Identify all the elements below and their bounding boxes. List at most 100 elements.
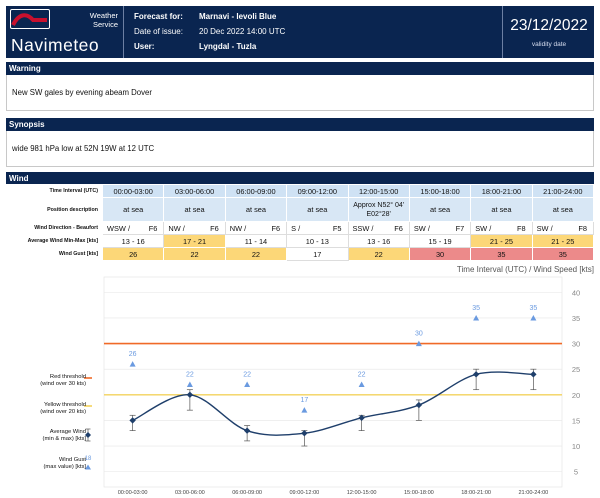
header-bar: Weather Service Navimeteo Forecast for: M… [6, 6, 594, 58]
validity-date: 23/12/2022 [510, 17, 588, 34]
wind-row-label-interval: Time Interval (UTC) [6, 184, 103, 198]
gust-label: 30 [415, 331, 423, 338]
legend-gust-triangle [85, 464, 91, 470]
logo-mark-icon [10, 9, 50, 29]
chart-title: Time Interval (UTC) / Wind Speed [kts] [457, 265, 594, 274]
validity-label: validity date [531, 41, 567, 48]
gust-point [358, 381, 365, 388]
x-tick-label: 06:00-09:00 [232, 490, 262, 496]
wind-cell-position: at sea [224, 197, 288, 222]
wind-cell-gust: 35 [470, 247, 533, 261]
x-tick-label: 21:00-24:00 [518, 490, 548, 496]
validity-block: 23/12/2022 validity date [502, 6, 594, 58]
wind-cell-gust: 26 [101, 247, 165, 261]
wind-row-label-avg: Average Wind Min-Max [kts] [6, 234, 103, 248]
wind-cell-interval: 06:00-09:00 [224, 184, 288, 198]
gust-point [530, 314, 537, 321]
gust-label: 35 [472, 305, 480, 312]
issue-label: Date of issue: [134, 27, 183, 36]
wind-cell-position: at sea [408, 197, 472, 222]
wind-row-label-gust: Wind Gust [kts] [6, 247, 103, 261]
y-tick-label: 30 [572, 340, 580, 349]
y-tick-label: 20 [572, 391, 580, 400]
wind-cell-interval: 09:00-12:00 [286, 184, 349, 198]
wind-cell-avg: 10 - 13 [286, 234, 349, 248]
wind-cell-avg: 11 - 14 [224, 234, 288, 248]
wind-cell-interval: 18:00-21:00 [470, 184, 533, 198]
wind-cell-gust: 22 [347, 247, 410, 261]
avg-wind-point [358, 414, 365, 422]
wind-cell-interval: 12:00-15:00 [347, 184, 410, 198]
plot-area [103, 276, 563, 488]
avg-wind-point [472, 371, 480, 378]
user-label: User: [134, 42, 155, 51]
wind-cell-direction: SW / F7 [408, 221, 472, 235]
wind-cell-gust: 35 [531, 247, 595, 261]
avg-wind-point [415, 401, 423, 409]
logo: Weather Service Navimeteo [6, 6, 124, 58]
forecast-info: Forecast for: Marnavi - Ievoli Blue Date … [124, 6, 502, 58]
avg-wind-point [301, 430, 308, 437]
synopsis-title: Synopsis [6, 118, 594, 131]
y-tick-label: 10 [572, 442, 580, 451]
gust-point [186, 381, 193, 388]
gust-point [301, 407, 308, 413]
y-tick-label: 15 [572, 416, 580, 425]
wind-cell-gust: 22 [163, 247, 226, 261]
avg-wind-point [243, 427, 251, 434]
forecast-for-label: Forecast for: [134, 12, 183, 21]
x-tick-label: 09:00-12:00 [289, 490, 319, 496]
gust-label: 22 [243, 372, 251, 379]
wind-cell-direction: WSW / F6 [101, 221, 165, 235]
wind-table: Time Interval (UTC) 00:00-03:00 03:00-06:0… [6, 184, 595, 261]
issue-value: 20 Dec 2022 14:00 UTC [199, 27, 286, 36]
avg-wind-point [530, 371, 537, 378]
legend-avg-label: Average Wind (min & max) [kts] [42, 429, 86, 442]
gust-label: 22 [186, 372, 194, 379]
avg-wind-point [186, 391, 194, 399]
wind-row-gust: Wind Gust [kts] 26 22 22 17 22 30 35 35 [6, 247, 595, 261]
logo-service-text: Weather Service [89, 11, 118, 29]
wind-cell-position: at sea [163, 197, 226, 222]
user-value: Lyngdal - Tuzla [199, 42, 257, 51]
gust-point [129, 361, 136, 367]
avg-wind-point [129, 417, 136, 424]
y-tick-label: 25 [572, 365, 580, 374]
wind-title: Wind [6, 172, 594, 185]
synopsis-text: wide 981 hPa low at 52N 19W at 12 UTC [6, 131, 594, 167]
wind-row-interval: Time Interval (UTC) 00:00-03:00 03:00-06:0… [6, 184, 595, 198]
y-tick-label: 35 [572, 314, 580, 323]
wind-cell-gust: 30 [408, 247, 472, 261]
wind-cell-gust: 17 [286, 247, 349, 261]
gust-point [244, 381, 251, 388]
wind-cell-avg: 13 - 16 [101, 234, 165, 248]
x-tick-label: 12:00-15:00 [347, 490, 377, 496]
forecast-for-value: Marnavi - Ievoli Blue [199, 12, 277, 21]
warning-title: Warning [6, 62, 594, 75]
wind-row-avg: Average Wind Min-Max [kts] 13 - 16 17 - 21… [6, 234, 595, 248]
x-tick-label: 15:00-18:00 [404, 490, 434, 496]
legend-gust-sample: 18 [85, 456, 92, 462]
y-tick-label: 40 [572, 288, 580, 297]
wind-cell-direction: SW / F8 [470, 221, 533, 235]
wind-cell-interval: 21:00-24:00 [531, 184, 595, 198]
y-tick-label: 5 [574, 468, 578, 477]
gust-point [415, 340, 422, 347]
gust-label: 26 [129, 351, 137, 358]
legend-gust-label: Wind Gust (max value) [kts] [43, 457, 86, 470]
x-tick-label: 18:00-21:00 [461, 490, 491, 496]
warning-text: New SW gales by evening abeam Dover [6, 75, 594, 111]
gust-label: 17 [300, 397, 308, 404]
wind-cell-interval: 00:00-03:00 [101, 184, 165, 198]
logo-name: Navimeteo [11, 35, 100, 55]
wind-row-position: Position description at sea at sea at sea at… [6, 197, 595, 222]
legend-red-label: Red threshold (wind over 30 kts) [40, 374, 86, 387]
gust-point [473, 314, 480, 321]
legend-avg-diamond [85, 432, 91, 438]
x-tick-label: 00:00-03:00 [118, 490, 148, 496]
gust-label: 35 [529, 305, 537, 312]
gust-label: 22 [358, 372, 366, 379]
wind-row-label-position: Position description [6, 197, 103, 222]
wind-cell-direction: SW / F8 [531, 221, 595, 235]
